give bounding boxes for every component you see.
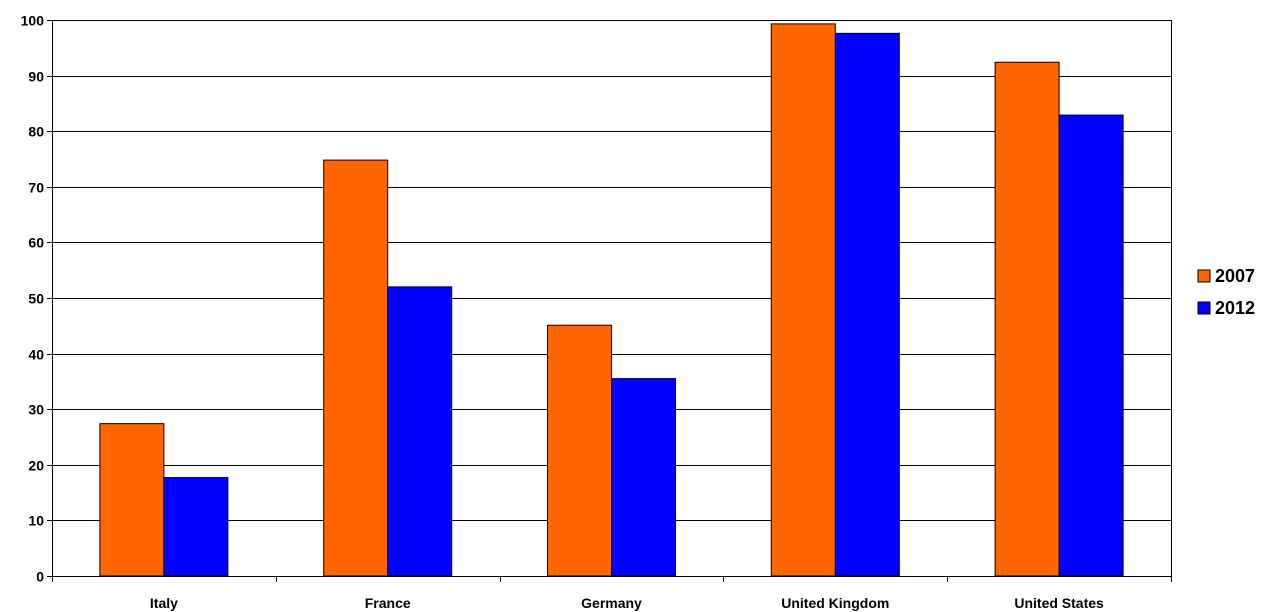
- legend-label-2007: 2007: [1215, 266, 1255, 286]
- x-axis-tick-labels: Italy France Germany United Kingdom United S…: [150, 595, 1104, 611]
- bar-2012-italy: [163, 477, 229, 577]
- bar-2007-france: [323, 159, 389, 577]
- x-tick-label: Italy: [150, 595, 178, 611]
- y-tick-label: 30: [28, 402, 44, 418]
- y-tick-label: 70: [28, 180, 44, 196]
- y-tick-label: 100: [21, 13, 45, 29]
- x-tick-label: United Kingdom: [781, 595, 889, 611]
- bar-2012-germany: [611, 378, 676, 577]
- gridlines: [52, 20, 1171, 521]
- y-tick-label: 50: [28, 291, 44, 307]
- y-axis-tick-labels: 0 10 20 30 40 50 60 70 80 90 100: [21, 13, 45, 585]
- y-tick-label: 10: [28, 513, 44, 529]
- legend-swatch-2012: [1197, 301, 1211, 315]
- y-tick-label: 40: [28, 347, 44, 363]
- x-tick-label: United States: [1014, 595, 1104, 611]
- y-tick-label: 0: [36, 569, 44, 585]
- bar-2007-united-kingdom: [770, 23, 836, 577]
- bars: [99, 23, 1124, 577]
- axes: [47, 20, 1172, 582]
- legend-label-2012: 2012: [1215, 298, 1255, 318]
- y-tick-label: 80: [28, 124, 44, 140]
- bar-2007-germany: [547, 324, 612, 577]
- bar-2007-united-states: [994, 61, 1060, 577]
- bar-2012-france: [387, 286, 453, 577]
- y-tick-label: 60: [28, 235, 44, 251]
- bar-2007-italy: [99, 423, 165, 577]
- bar-2012-united-states: [1058, 114, 1124, 577]
- bar-2012-united-kingdom: [834, 32, 900, 577]
- y-tick-label: 20: [28, 458, 44, 474]
- legend-swatch-2007: [1197, 269, 1211, 283]
- legend: 2007 2012: [1197, 266, 1255, 318]
- y-tick-label: 90: [28, 69, 44, 85]
- x-tick-label: France: [365, 595, 411, 611]
- x-tick-label: Germany: [581, 595, 642, 611]
